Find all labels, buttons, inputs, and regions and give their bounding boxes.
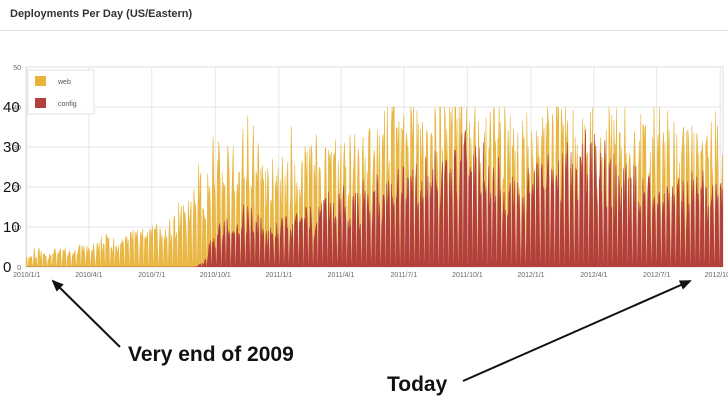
y-tick-label-small: 20 — [13, 185, 21, 192]
annotation-arrow-start — [51, 279, 121, 348]
x-tick-label: 2011/1/1 — [265, 272, 292, 279]
y-tick-label-large: 0 — [3, 259, 11, 276]
legend-label-web: web — [57, 79, 71, 86]
x-tick-label: 2012/1/1 — [517, 272, 544, 279]
x-tick-label: 2010/1/1 — [13, 272, 40, 279]
y-tick-label-large: 30 — [3, 139, 20, 156]
annotation-label-end: Today — [387, 373, 448, 396]
axis-labels: 2010/1/1 2010/4/1 2010/7/1 2010/10/1 2011/1/… — [3, 65, 728, 279]
x-tick-label: 2012/7/1 — [643, 272, 670, 279]
x-tick-label: 2011/7/1 — [390, 272, 417, 279]
x-tick-label: 2012/10/1 — [705, 272, 728, 279]
y-tick-label-small: 50 — [13, 65, 21, 72]
y-tick-label-small: 40 — [13, 105, 21, 112]
legend: web config — [27, 69, 95, 115]
annotation-label-start: Very end of 2009 — [128, 343, 294, 366]
y-tick-label-large: 20 — [3, 179, 20, 196]
annotations: Very end of 2009 Today — [51, 279, 692, 396]
series-area-config — [26, 129, 723, 267]
x-tick-label: 2010/7/1 — [138, 272, 165, 279]
y-tick-label-small: 30 — [13, 145, 21, 152]
annotation-arrow-end — [462, 280, 692, 382]
x-tick-label: 2011/10/1 — [452, 272, 483, 279]
series-layer — [26, 106, 723, 267]
panel-header: Deployments Per Day (US/Eastern) — [0, 0, 728, 31]
x-tick-label: 2011/4/1 — [328, 272, 355, 279]
y-tick-label-large: 10 — [3, 219, 20, 236]
panel-title: Deployments Per Day (US/Eastern) — [10, 8, 193, 20]
y-tick-label-small: 10 — [13, 225, 21, 232]
legend-swatch-web — [35, 76, 46, 86]
y-tick-label-small: 0 — [17, 265, 21, 272]
legend-swatch-config — [35, 98, 46, 108]
legend-label-config: config — [58, 101, 77, 108]
x-tick-label: 2010/4/1 — [75, 272, 102, 279]
x-tick-label: 2010/10/1 — [200, 272, 231, 279]
x-tick-label: 2012/4/1 — [580, 272, 607, 279]
y-tick-label-large: 40 — [3, 99, 20, 116]
